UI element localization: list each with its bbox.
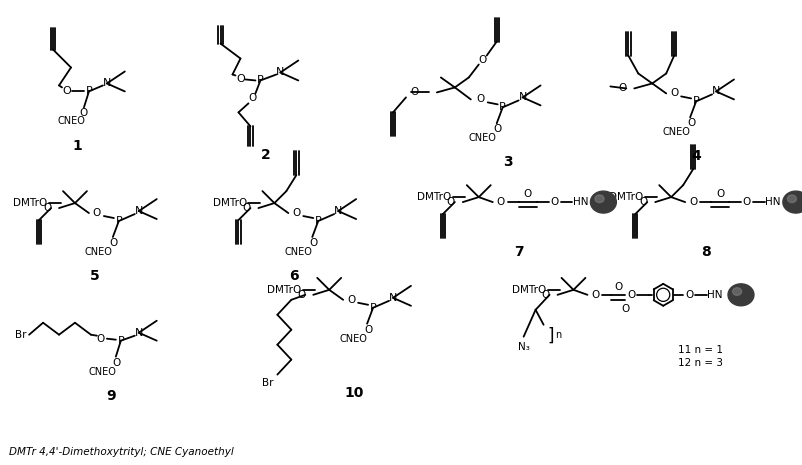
Text: O: O [248,93,257,103]
Text: O: O [590,290,599,300]
Text: P: P [257,75,264,86]
Text: N: N [518,93,526,102]
Text: 4: 4 [691,149,700,163]
Text: N: N [135,206,143,216]
Text: 9: 9 [106,389,115,403]
Text: O: O [43,203,51,213]
Text: ]: ] [547,327,553,345]
Text: DMTrO: DMTrO [511,285,545,295]
Text: O: O [446,197,455,207]
Text: O: O [684,290,692,300]
Text: O: O [541,290,549,300]
Text: N: N [276,67,284,78]
Text: P: P [314,216,322,226]
Text: O: O [110,238,118,248]
Ellipse shape [589,191,616,213]
Text: Br: Br [261,378,273,387]
Text: O: O [687,118,695,128]
Text: O: O [93,208,101,218]
Text: 8: 8 [700,245,710,259]
Text: O: O [292,208,300,218]
Text: O: O [742,197,750,207]
Text: O: O [478,54,486,65]
Text: N: N [711,86,719,96]
Text: O: O [669,88,678,99]
Text: O: O [346,295,354,305]
Text: O: O [309,238,317,248]
Text: O: O [523,189,531,199]
Text: O: O [638,197,646,207]
Text: O: O [493,124,501,134]
Text: O: O [297,290,305,300]
Text: HN: HN [707,290,722,300]
Text: CNEO: CNEO [662,127,689,137]
Text: O: O [242,203,250,213]
Text: HN: HN [572,197,588,207]
Text: O: O [411,87,419,98]
Text: Br: Br [15,330,26,340]
Text: N: N [135,328,143,338]
Text: HN: HN [764,197,780,207]
Ellipse shape [594,195,603,203]
Text: CNEO: CNEO [338,334,367,344]
Text: CNEO: CNEO [284,247,312,257]
Text: O: O [549,197,558,207]
Text: 1: 1 [72,139,82,153]
Text: O: O [112,358,121,368]
Text: 10: 10 [344,385,363,399]
Text: N: N [103,79,111,88]
Text: CNEO: CNEO [89,366,116,377]
Text: O: O [236,74,245,85]
Text: CNEO: CNEO [85,247,113,257]
Text: O: O [476,94,484,105]
Text: N: N [334,206,342,216]
Text: P: P [499,102,505,113]
Text: 7: 7 [513,245,523,259]
Text: O: O [614,282,622,292]
Text: O: O [79,108,88,119]
Text: O: O [688,197,696,207]
Text: 3: 3 [502,155,512,169]
Text: O: O [97,334,105,344]
Ellipse shape [727,284,753,306]
Text: 12 n = 3: 12 n = 3 [678,358,723,368]
Text: P: P [692,96,699,106]
Text: P: P [117,336,124,345]
Text: N: N [388,293,397,303]
Text: DMTr 4,4'-Dimethoxytrityl; CNE Cyanoethyl: DMTr 4,4'-Dimethoxytrityl; CNE Cyanoethy… [9,447,233,458]
Text: DMTrO: DMTrO [609,192,643,202]
Text: O: O [621,304,629,314]
Text: O: O [626,290,634,300]
Text: O: O [618,83,626,93]
Text: CNEO: CNEO [468,133,496,143]
Text: 2: 2 [260,148,270,162]
Ellipse shape [782,191,802,213]
Ellipse shape [731,288,741,295]
Text: P: P [115,216,122,226]
Ellipse shape [787,195,796,203]
Text: DMTrO: DMTrO [213,198,246,208]
Text: P: P [86,86,92,96]
Text: O: O [496,197,504,207]
Text: n: n [555,330,561,340]
Text: 6: 6 [290,269,299,283]
Text: CNEO: CNEO [57,116,85,126]
Text: 11 n = 1: 11 n = 1 [678,345,723,355]
Text: O: O [715,189,723,199]
Text: N₃: N₃ [517,342,529,352]
Text: DMTrO: DMTrO [13,198,47,208]
Text: O: O [363,325,372,335]
Text: DMTrO: DMTrO [416,192,451,202]
Text: DMTrO: DMTrO [267,285,302,295]
Text: O: O [63,86,71,96]
Text: 5: 5 [90,269,99,283]
Text: P: P [369,303,376,313]
